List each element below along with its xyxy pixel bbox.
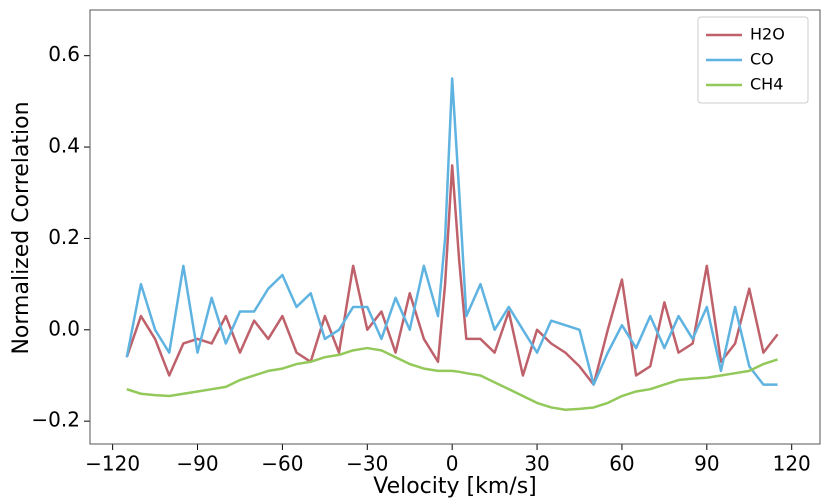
legend-box <box>697 16 809 104</box>
x-tick-label: −30 <box>346 452 388 476</box>
x-tick-label: 120 <box>773 452 811 476</box>
x-tick-label: 30 <box>524 452 549 476</box>
y-tick-label: 0.0 <box>48 316 80 340</box>
legend-label: CH4 <box>750 75 783 94</box>
series-line <box>126 346 778 411</box>
legend-label: H2O <box>750 25 785 44</box>
y-axis-label: Normalized Correlation <box>9 101 34 354</box>
series-line <box>125 77 778 386</box>
x-tick-label: 90 <box>694 452 719 476</box>
x-tick-label: 0 <box>446 452 459 476</box>
x-axis-label: Velocity [km/s] <box>373 474 537 499</box>
y-tick-label: 0.6 <box>48 42 80 66</box>
x-tick-label: −120 <box>85 452 140 476</box>
legend-label: CO <box>750 50 774 69</box>
series-line <box>125 164 779 386</box>
plot-frame <box>89 9 821 445</box>
x-tick-label: 60 <box>609 452 634 476</box>
y-tick-label: 0.2 <box>48 225 80 249</box>
x-tick-label: −60 <box>261 452 303 476</box>
y-tick-label: 0.4 <box>48 134 80 158</box>
x-tick-label: −90 <box>176 452 218 476</box>
y-tick-label: −0.2 <box>31 408 80 432</box>
